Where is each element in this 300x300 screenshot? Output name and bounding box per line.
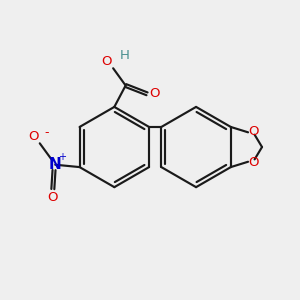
- Text: +: +: [58, 152, 66, 162]
- Text: O: O: [249, 124, 259, 138]
- Text: N: N: [49, 157, 61, 172]
- Text: H: H: [120, 49, 130, 62]
- Text: O: O: [149, 87, 160, 100]
- Text: O: O: [249, 156, 259, 170]
- Text: O: O: [48, 190, 58, 204]
- Text: O: O: [28, 130, 38, 143]
- Text: O: O: [101, 55, 112, 68]
- Text: -: -: [44, 126, 49, 139]
